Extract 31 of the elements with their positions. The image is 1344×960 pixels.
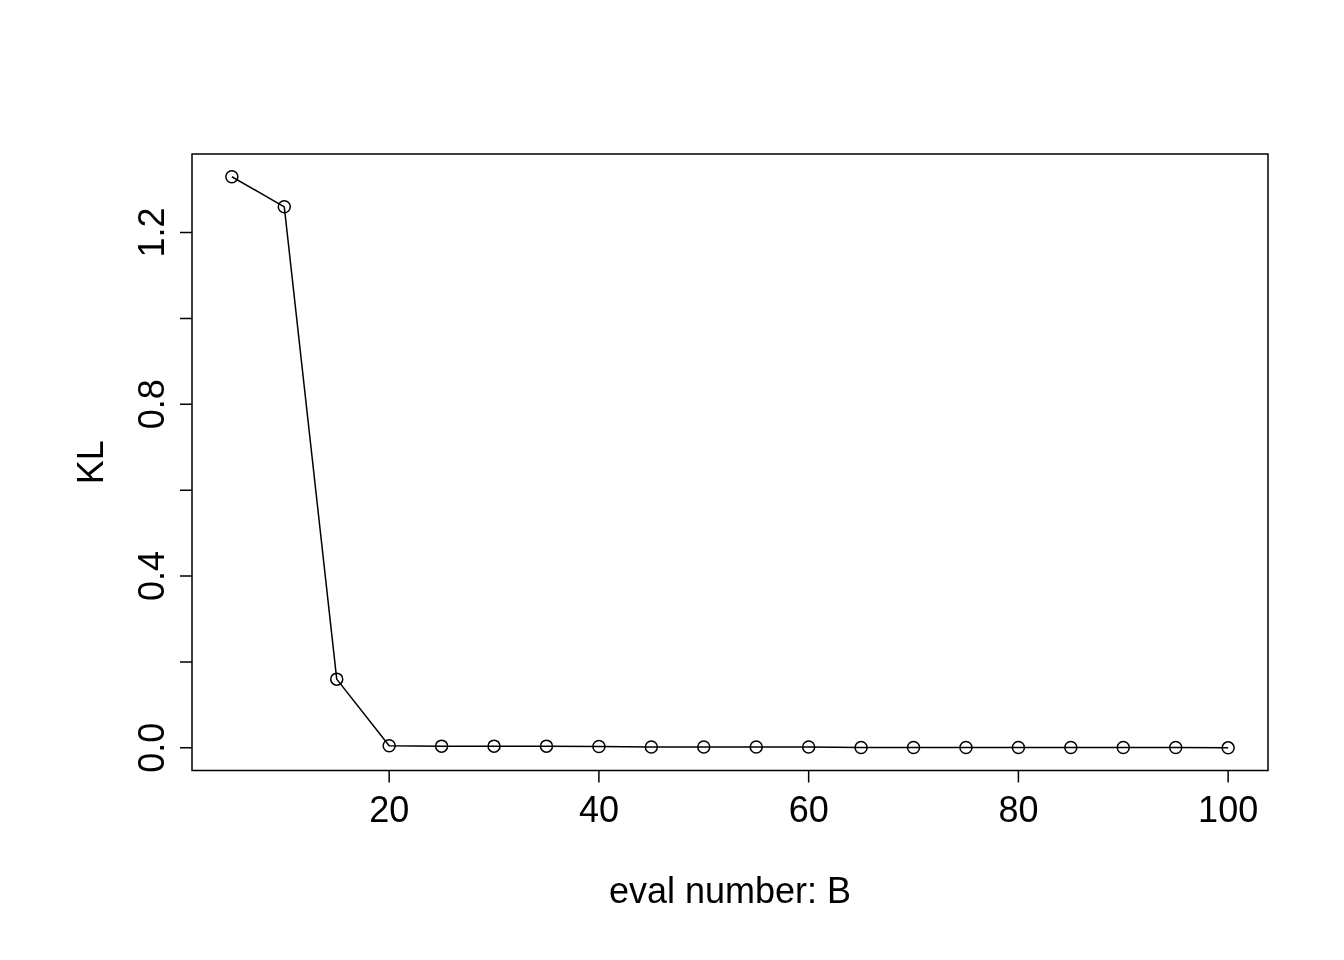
point bbox=[592, 739, 606, 754]
x-axis-title: eval number: B bbox=[608, 870, 852, 912]
point bbox=[539, 739, 554, 753]
point bbox=[697, 740, 711, 754]
point bbox=[801, 740, 816, 754]
x-tick-label: 20 bbox=[369, 789, 410, 831]
y-tick-label: 0.0 bbox=[130, 722, 172, 773]
point bbox=[1116, 740, 1131, 755]
point bbox=[1168, 740, 1183, 755]
point bbox=[749, 740, 763, 754]
point bbox=[906, 740, 921, 755]
point bbox=[959, 740, 973, 755]
point bbox=[434, 739, 449, 753]
y-axis-title: KL bbox=[69, 440, 111, 485]
point bbox=[1064, 740, 1078, 755]
y-tick-label: 0.4 bbox=[130, 551, 172, 602]
point bbox=[487, 739, 501, 753]
point bbox=[644, 740, 659, 754]
point bbox=[277, 200, 292, 214]
point bbox=[1221, 741, 1235, 755]
point bbox=[329, 672, 344, 686]
y-tick-label: 0.8 bbox=[130, 379, 172, 430]
x-tick-label: 100 bbox=[1198, 789, 1259, 831]
point bbox=[382, 738, 396, 753]
x-tick-label: 40 bbox=[578, 789, 619, 831]
point bbox=[1011, 740, 1026, 755]
y-tick-label: 1.2 bbox=[130, 207, 172, 258]
point bbox=[225, 170, 239, 184]
point bbox=[854, 740, 868, 755]
x-tick-label: 80 bbox=[998, 789, 1039, 831]
x-tick-label: 60 bbox=[788, 789, 829, 831]
